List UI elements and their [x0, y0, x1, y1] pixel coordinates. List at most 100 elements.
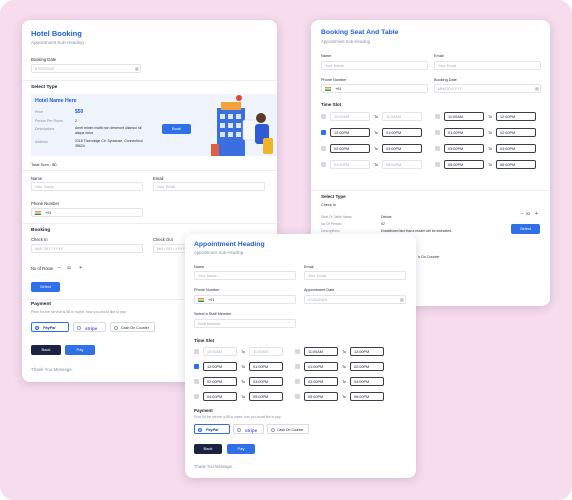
- time-slot-checkbox[interactable]: [435, 114, 440, 119]
- time-slot-to[interactable]: 11:00AM: [382, 112, 422, 121]
- thanks-message: Thank You Message.: [31, 367, 74, 372]
- time-slot-to[interactable]: 05:00PM: [382, 160, 422, 169]
- time-slot-checkbox[interactable]: [194, 379, 199, 384]
- time-slot-checkbox[interactable]: [435, 146, 440, 151]
- chevron-down-icon[interactable]: ⌄: [288, 320, 291, 324]
- stripe-option[interactable]: stripe: [73, 322, 106, 332]
- paypal-radio[interactable]: [35, 325, 39, 330]
- rooms-minus-button[interactable]: −: [58, 265, 61, 271]
- back-button[interactable]: Back: [194, 444, 222, 454]
- time-slot-to[interactable]: 02:00PM: [496, 128, 536, 137]
- time-slot-to[interactable]: 12:00PM: [350, 347, 384, 356]
- time-slot-checkbox[interactable]: [295, 379, 300, 384]
- time-slot-to-label: To: [342, 379, 347, 384]
- time-slot-to[interactable]: 03:00PM: [382, 144, 422, 153]
- time-slot-from[interactable]: 02:00PM: [203, 377, 237, 386]
- stripe-label: stripe: [85, 325, 98, 331]
- select-button[interactable]: Select: [511, 224, 540, 234]
- time-slot-from[interactable]: 12:00PM: [203, 362, 237, 371]
- thanks-message: Thank You Message.: [194, 464, 234, 469]
- calendar-icon[interactable]: ▦: [535, 85, 539, 91]
- time-slot-to[interactable]: 01:00PM: [382, 128, 422, 137]
- time-slot-checkbox[interactable]: [435, 130, 440, 135]
- time-slot-to[interactable]: 04:00PM: [496, 144, 536, 153]
- time-slot-checkbox[interactable]: [321, 130, 326, 135]
- time-slot-to[interactable]: 02:00PM: [350, 362, 384, 371]
- back-button[interactable]: Back: [31, 345, 61, 355]
- date-input[interactable]: 07/20/2020: [304, 295, 406, 304]
- time-slot-from[interactable]: 04:00PM: [330, 160, 370, 169]
- rooms-value[interactable]: 02: [526, 212, 531, 216]
- paypal-option[interactable]: PayPal: [31, 322, 69, 332]
- time-slot-from[interactable]: 12:00PM: [330, 128, 370, 137]
- time-slot-to[interactable]: 06:00PM: [496, 160, 536, 169]
- time-slot-to[interactable]: 06:00PM: [350, 392, 384, 401]
- time-slot-to[interactable]: 05:00PM: [249, 392, 283, 401]
- phone-input[interactable]: +91: [31, 208, 143, 217]
- time-slot-from[interactable]: 05:00PM: [444, 160, 484, 169]
- time-slot-from[interactable]: 05:00PM: [304, 392, 338, 401]
- pay-button[interactable]: Pay: [65, 345, 95, 355]
- time-slot-to[interactable]: 04:00PM: [350, 377, 384, 386]
- rooms-plus-button[interactable]: +: [535, 211, 538, 217]
- hotel-title: Hotel Booking: [31, 29, 82, 38]
- time-slot-from[interactable]: 02:00PM: [330, 144, 370, 153]
- email-input[interactable]: Your Email: [153, 182, 265, 191]
- email-input[interactable]: Your Email: [434, 61, 541, 70]
- calendar-icon[interactable]: ▦: [400, 296, 404, 302]
- price-label: Price: [35, 110, 43, 114]
- cash-option[interactable]: Cash On Counter: [110, 322, 155, 332]
- time-slot-checkbox[interactable]: [194, 364, 199, 369]
- time-slot-to[interactable]: 12:00PM: [496, 112, 536, 121]
- time-slot-from[interactable]: 10:00AM: [330, 112, 370, 121]
- stripe-radio[interactable]: [237, 427, 241, 432]
- cash-radio[interactable]: [271, 427, 275, 432]
- booking-date-input[interactable]: 07/20/2020: [31, 64, 141, 73]
- time-slot-checkbox[interactable]: [321, 162, 326, 167]
- phone-input[interactable]: +91: [321, 84, 428, 93]
- paypal-radio[interactable]: [198, 427, 202, 432]
- email-input[interactable]: Your Email: [304, 271, 406, 280]
- staff-label: Select a Staff Member: [194, 312, 232, 316]
- date-input[interactable]: MM/DD/YYYY: [434, 84, 541, 93]
- name-input[interactable]: Your Name: [194, 271, 296, 280]
- time-slot-checkbox[interactable]: [194, 349, 199, 354]
- time-slot-checkbox[interactable]: [194, 394, 199, 399]
- time-slot-to-label: To: [342, 349, 347, 354]
- cash-radio[interactable]: [114, 325, 118, 330]
- time-slot-to[interactable]: 11:00AM: [249, 347, 283, 356]
- time-slot-from[interactable]: 03:00PM: [444, 144, 484, 153]
- time-slot-checkbox[interactable]: [321, 114, 326, 119]
- time-slot-checkbox[interactable]: [435, 162, 440, 167]
- time-slot-from[interactable]: 04:00PM: [203, 392, 237, 401]
- time-slot-from[interactable]: 11:00AM: [304, 347, 338, 356]
- rooms-plus-button[interactable]: +: [79, 265, 82, 271]
- time-slot-from[interactable]: 10:00AM: [203, 347, 237, 356]
- time-slot-checkbox[interactable]: [295, 349, 300, 354]
- paypal-option[interactable]: PayPal: [194, 424, 230, 434]
- rooms-value[interactable]: 02: [67, 266, 72, 270]
- time-slot-from[interactable]: 03:00PM: [304, 377, 338, 386]
- phone-input[interactable]: +91: [194, 295, 296, 304]
- time-slot-from[interactable]: 01:00PM: [444, 128, 484, 137]
- staff-select[interactable]: Staff Member: [194, 319, 296, 328]
- time-slot-checkbox[interactable]: [295, 394, 300, 399]
- time-slot-checkbox[interactable]: [295, 364, 300, 369]
- stripe-radio[interactable]: [77, 325, 81, 330]
- time-slot-from[interactable]: 11:00AM: [444, 112, 484, 121]
- cash-option-partial[interactable]: h On Counter: [416, 252, 449, 262]
- cash-option[interactable]: Cash On Counter: [267, 424, 309, 434]
- time-slot-checkbox[interactable]: [321, 146, 326, 151]
- checkin-input[interactable]: MM / DD / YYYY: [31, 244, 143, 253]
- calendar-icon[interactable]: ▦: [135, 65, 139, 71]
- time-slot-from[interactable]: 01:00PM: [304, 362, 338, 371]
- book-button[interactable]: Book: [162, 124, 191, 134]
- rooms-minus-button[interactable]: −: [521, 211, 524, 217]
- time-slot-to[interactable]: 01:00PM: [249, 362, 283, 371]
- stripe-option[interactable]: stripe: [233, 424, 264, 434]
- name-input[interactable]: Your Name: [321, 61, 428, 70]
- pay-button[interactable]: Pay: [227, 444, 255, 454]
- name-input[interactable]: Your Name: [31, 182, 143, 191]
- time-slot-to[interactable]: 03:00PM: [249, 377, 283, 386]
- select-button[interactable]: Select: [31, 282, 60, 292]
